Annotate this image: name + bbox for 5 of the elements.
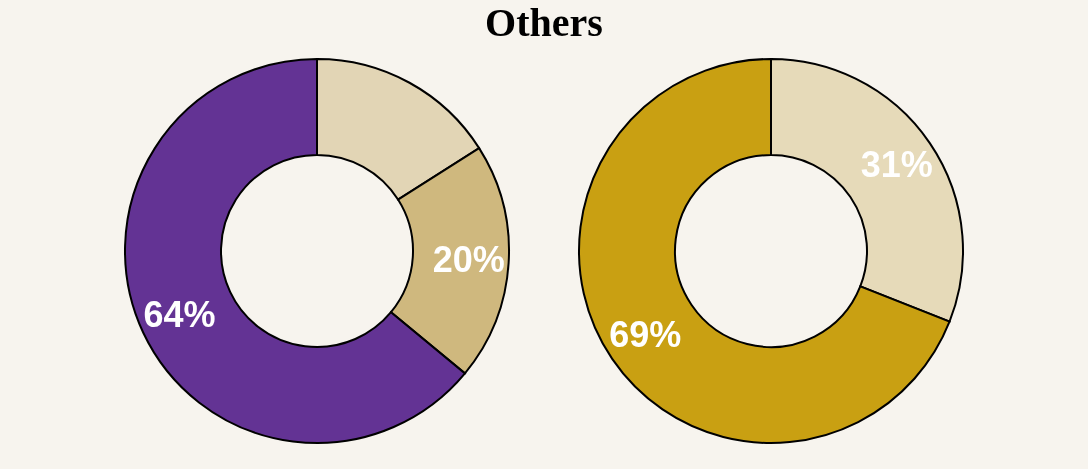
data-label: 64% — [143, 293, 216, 335]
data-label: 69% — [609, 314, 682, 356]
data-label: 31% — [860, 143, 933, 185]
chart-title: Others — [484, 0, 604, 46]
data-label: 20% — [432, 238, 505, 280]
